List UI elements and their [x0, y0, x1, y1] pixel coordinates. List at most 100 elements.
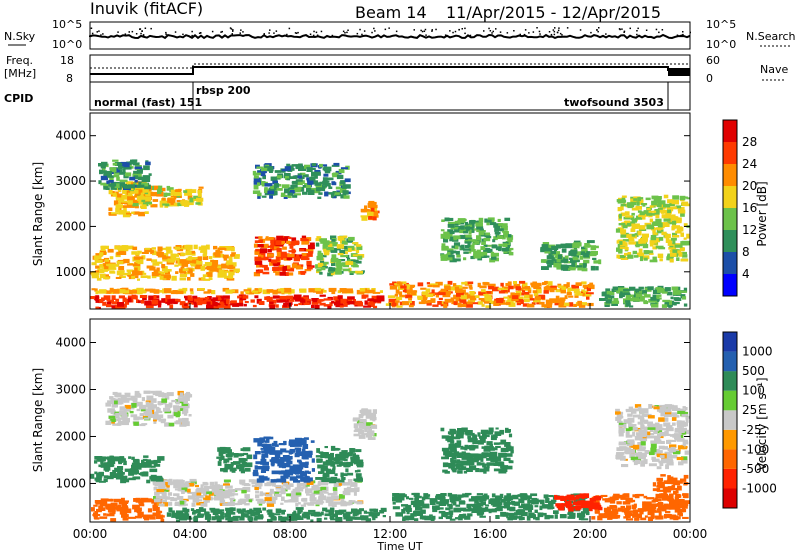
- data-cell: [447, 437, 454, 443]
- data-cell: [368, 214, 373, 220]
- data-cell: [483, 447, 489, 451]
- data-cell: [472, 302, 479, 305]
- data-cell: [211, 264, 218, 267]
- data-cell: [122, 395, 127, 400]
- data-cell: [672, 433, 678, 438]
- data-cell: [121, 514, 128, 518]
- data-cell: [112, 469, 116, 474]
- data-cell: [676, 494, 681, 498]
- data-cell: [580, 302, 587, 306]
- data-cell: [257, 244, 264, 248]
- nsearch-dot: [553, 30, 556, 33]
- data-cell: [361, 433, 369, 436]
- data-cell: [658, 409, 664, 413]
- data-cell: [163, 298, 171, 304]
- data-cell: [519, 280, 526, 284]
- data-cell: [547, 281, 553, 286]
- data-cell: [107, 456, 112, 461]
- data-cell: [622, 239, 630, 242]
- data-cell: [346, 462, 353, 466]
- data-cell: [436, 496, 442, 500]
- data-cell: [174, 421, 182, 425]
- data-cell: [627, 413, 633, 417]
- data-cell: [581, 281, 587, 285]
- data-cell: [189, 288, 194, 292]
- data-cell: [684, 429, 689, 435]
- nsky-panel: N.Sky 10^5 10^0 10^5 10^0 N.Search: [4, 18, 796, 51]
- data-cell: [610, 505, 614, 510]
- data-cell: [493, 236, 498, 241]
- data-cell: [631, 207, 639, 211]
- data-cell: [155, 495, 163, 499]
- data-cell: [166, 392, 174, 397]
- data-cell: [569, 503, 573, 507]
- data-cell: [287, 268, 295, 272]
- data-cell: [662, 446, 668, 450]
- data-cell: [254, 486, 259, 490]
- nsearch-dot: [554, 27, 556, 29]
- nsearch-dot: [135, 33, 138, 35]
- nsearch-dot: [524, 29, 527, 31]
- data-cell: [495, 495, 503, 501]
- data-cell: [306, 167, 313, 172]
- data-cell: [637, 508, 644, 513]
- data-cell: [474, 499, 479, 504]
- data-cell: [657, 200, 666, 205]
- data-cell: [118, 459, 122, 465]
- data-cell: [125, 172, 132, 177]
- data-cell: [112, 193, 117, 197]
- data-cell: [141, 204, 147, 208]
- data-cell: [620, 496, 626, 500]
- data-cell: [630, 453, 637, 456]
- data-cell: [599, 298, 606, 301]
- data-cell: [217, 297, 221, 301]
- data-cell: [430, 516, 435, 521]
- data-cell: [221, 263, 228, 269]
- data-cell: [257, 192, 262, 197]
- data-cell: [154, 498, 161, 503]
- data-cell: [204, 511, 209, 517]
- data-cell: [547, 506, 551, 510]
- data-cell: [131, 396, 135, 401]
- data-cell: [140, 464, 147, 468]
- data-cell: [324, 517, 328, 520]
- data-cell: [324, 461, 329, 466]
- data-cell: [226, 246, 232, 251]
- data-cell: [632, 444, 640, 450]
- nsearch-dot: [96, 31, 98, 33]
- data-cell: [663, 194, 669, 199]
- data-cell: [347, 479, 353, 483]
- data-cell: [398, 493, 406, 497]
- data-cell: [324, 191, 329, 197]
- data-cell: [136, 287, 144, 293]
- data-cell: [385, 303, 391, 306]
- data-cell: [211, 486, 220, 491]
- data-cell: [167, 269, 172, 272]
- data-cell: [345, 501, 353, 506]
- data-cell: [671, 237, 677, 241]
- data-cell: [167, 481, 173, 486]
- data-cell: [309, 497, 317, 502]
- data-cell: [684, 413, 689, 417]
- data-cell: [618, 422, 627, 426]
- nsearch-dot: [491, 32, 493, 34]
- data-cell: [265, 494, 273, 497]
- data-cell: [483, 471, 487, 474]
- data-cell: [636, 513, 642, 519]
- data-cell: [463, 461, 470, 466]
- data-cell: [623, 292, 631, 296]
- data-cell: [337, 290, 342, 294]
- data-cell: [228, 449, 232, 454]
- data-cell: [626, 518, 634, 521]
- data-cell: [137, 250, 142, 254]
- data-cell: [574, 293, 583, 296]
- data-cell: [155, 394, 159, 397]
- data-cell: [448, 286, 455, 291]
- data-cell: [308, 509, 316, 513]
- data-cell: [568, 295, 574, 298]
- data-cell: [466, 503, 472, 509]
- data-cell: [115, 197, 122, 202]
- data-cell: [191, 250, 196, 254]
- data-cell: [499, 429, 504, 435]
- data-cell: [302, 174, 309, 178]
